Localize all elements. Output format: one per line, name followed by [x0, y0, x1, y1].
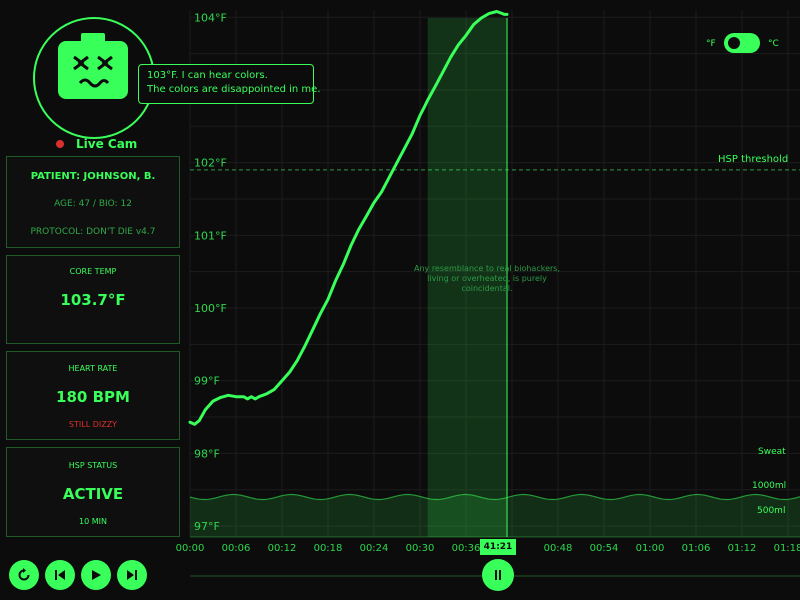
restart-button[interactable]	[9, 560, 39, 590]
speech-line-2: The colors are disappointed in me.	[147, 84, 321, 95]
hsp-status-card: HSP STATUS ACTIVE 10 MIN	[6, 447, 180, 537]
play-icon	[92, 570, 101, 580]
speech-line-1: 103°F. I can hear colors.	[147, 70, 268, 81]
skip-forward-icon	[127, 570, 137, 580]
skip-forward-button[interactable]	[117, 560, 147, 590]
highlight-band-layer	[427, 18, 508, 537]
unit-toggle-switch[interactable]	[724, 33, 760, 53]
live-cam-label: Live Cam	[76, 137, 138, 151]
skip-back-icon	[55, 570, 65, 580]
y-tick-label: 98°F	[194, 447, 220, 460]
x-tick-label: 00:36	[452, 543, 481, 554]
heart-rate-card: HEART RATE 180 BPM STILL DIZZY	[6, 351, 180, 440]
unit-fahrenheit-label: °F	[706, 39, 716, 49]
sweating-face-icon	[58, 33, 128, 99]
skip-back-button[interactable]	[45, 560, 75, 590]
live-cam-caption: Live Cam	[56, 137, 137, 151]
x-tick-label: 00:12	[268, 543, 297, 554]
hsp-status-value: ACTIVE	[62, 485, 124, 503]
hsp-highlight-band	[427, 18, 508, 537]
play-button[interactable]	[81, 560, 111, 590]
chart-grid	[189, 10, 800, 538]
unit-celsius-label: °C	[768, 39, 779, 49]
sweat-lower-label: 500ml	[757, 506, 786, 516]
recording-dot-icon	[56, 140, 64, 148]
speech-bubble: 103°F. I can hear colors. The colors are…	[138, 64, 321, 104]
restart-icon	[18, 568, 30, 581]
x-tick-label: 00:30	[406, 543, 435, 554]
core-temp-label: CORE TEMP	[69, 267, 117, 276]
sweat-upper-label: 1000ml	[752, 481, 787, 491]
x-tick-label: 00:00	[176, 543, 205, 554]
x-tick-label: 01:06	[682, 543, 711, 554]
patient-name: PATIENT: JOHNSON, B.	[30, 171, 156, 182]
x-tick-label: 01:18	[774, 543, 800, 554]
disclaimer-note: Any resemblance to real biohackers, livi…	[414, 264, 560, 293]
x-tick-label: 00:18	[314, 543, 343, 554]
heart-rate-value: 180 BPM	[56, 388, 130, 406]
patient-protocol: PROTOCOL: DON'T DIE v4.7	[30, 227, 156, 237]
current-time-badge: 41:21	[480, 539, 516, 555]
hsp-status-label: HSP STATUS	[68, 461, 118, 470]
timeline-scrubber[interactable]	[482, 559, 514, 591]
y-tick-label: 97°F	[194, 520, 220, 533]
sweat-wave-line	[189, 493, 800, 501]
x-tick-label: 00:48	[544, 543, 573, 554]
pause-icon	[495, 570, 501, 580]
y-tick-label: 102°F	[194, 157, 227, 170]
threshold-label: HSP threshold	[718, 154, 789, 165]
y-tick-label: 100°F	[194, 302, 227, 315]
x-tick-label: 01:12	[728, 543, 757, 554]
y-tick-labels: 104°F 102°F 101°F 100°F 99°F 98°F 97°F	[194, 11, 227, 533]
patient-card: PATIENT: JOHNSON, B. AGE: 47 / BIO: 12 P…	[6, 156, 180, 248]
y-tick-label: 101°F	[194, 229, 227, 242]
y-tick-label: 104°F	[194, 11, 227, 24]
hsp-duration: 10 MIN	[79, 517, 107, 526]
heart-rate-label: HEART RATE	[68, 364, 118, 373]
core-temp-value: 103.7°F	[60, 291, 126, 309]
sweat-area	[190, 494, 800, 537]
patient-age-bio: AGE: 47 / BIO: 12	[54, 199, 132, 209]
temperature-series-line	[188, 10, 509, 426]
core-temp-card: CORE TEMP 103.7°F	[6, 255, 180, 344]
x-tick-label: 01:00	[636, 543, 665, 554]
y-tick-label: 99°F	[194, 375, 220, 388]
x-tick-labels: 00:00 00:06 00:12 00:18 00:24 00:30 00:36 00:48…	[176, 543, 800, 554]
x-tick-label: 00:24	[360, 543, 389, 554]
temperature-line-layer	[188, 10, 509, 426]
x-tick-label: 00:06	[222, 543, 251, 554]
unit-toggle-knob	[728, 37, 740, 49]
sweat-label: Sweat	[758, 447, 786, 457]
heart-rate-note: STILL DIZZY	[68, 420, 118, 429]
x-tick-label: 00:54	[590, 543, 619, 554]
